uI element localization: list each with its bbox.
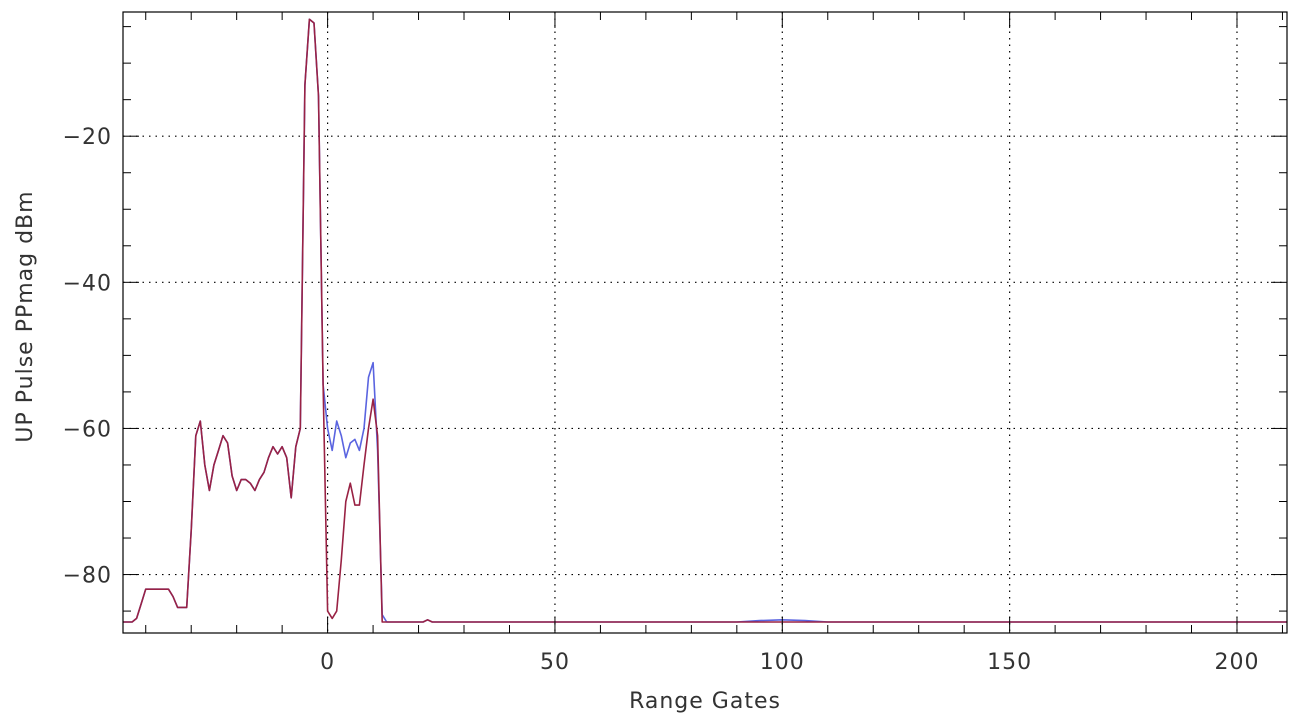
x-tick-labels: 0 50 100 150 200 bbox=[320, 650, 1259, 675]
y-tick-label: −20 bbox=[63, 125, 112, 150]
series-line-2 bbox=[123, 18, 1287, 623]
y-tick-labels: −20 −40 −60 −80 bbox=[63, 125, 112, 589]
series-lines bbox=[123, 18, 1287, 623]
y-tick-label: −80 bbox=[63, 564, 112, 589]
x-tick-label: 100 bbox=[760, 650, 805, 675]
grid-lines bbox=[123, 12, 1287, 633]
plot-frame bbox=[122, 11, 1288, 634]
x-tick-label: 50 bbox=[540, 650, 570, 675]
series-line-1 bbox=[123, 18, 1287, 623]
x-axis-label: Range Gates bbox=[629, 689, 781, 714]
x-tick-label: 150 bbox=[987, 650, 1032, 675]
y-tick-label: −60 bbox=[63, 417, 112, 442]
y-tick-label: −40 bbox=[63, 271, 112, 296]
y-axis-label: UP Pulse PPmag dBm bbox=[13, 190, 38, 442]
x-tick-label: 0 bbox=[320, 650, 335, 675]
x-tick-label: 200 bbox=[1214, 650, 1259, 675]
axis-ticks bbox=[123, 12, 1287, 633]
